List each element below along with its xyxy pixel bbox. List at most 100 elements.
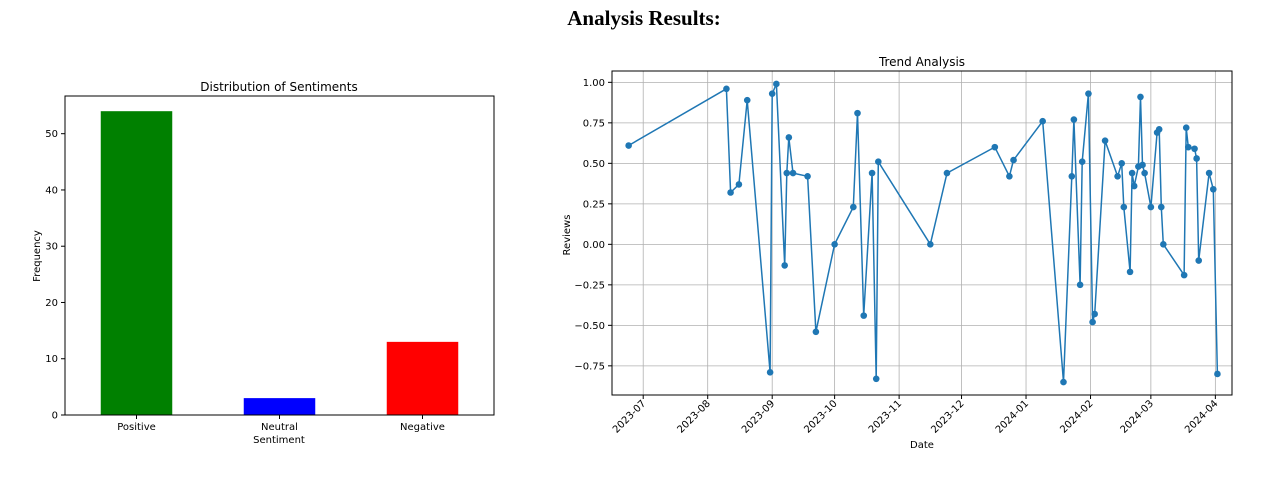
trend-point [927, 241, 934, 248]
line-x-tick-label: 2023-09 [740, 398, 777, 435]
bar-x-axis-ticks: Positive Neutral Negative [117, 415, 445, 433]
trend-series-line [628, 83, 1219, 383]
trend-point [1076, 281, 1084, 289]
bar-y-tick-label: 50 [45, 129, 58, 140]
line-x-tick-label: 2023-12 [929, 398, 966, 435]
line-y-tick-label: −0.25 [574, 280, 605, 291]
trend-point [727, 189, 734, 196]
trend-point [831, 241, 838, 248]
trend-point [1091, 310, 1098, 318]
trend-point [1195, 257, 1203, 264]
line-x-tick-label: 2023-10 [802, 398, 839, 435]
trend-point [1193, 155, 1200, 162]
trend-point [1101, 137, 1109, 144]
line-y-tick-label: 0.00 [583, 240, 605, 251]
trend-point [1157, 203, 1165, 211]
bar-neutral [243, 398, 316, 415]
trend-point [743, 96, 751, 104]
bar-y-tick-label: 20 [45, 298, 58, 309]
page-title: Analysis Results: [567, 6, 721, 30]
line-x-tick-label: 2024-04 [1183, 398, 1220, 435]
trend-point [785, 134, 793, 141]
bar-y-tick-label: 10 [45, 354, 58, 365]
trend-point [768, 90, 776, 97]
bar-series [100, 111, 459, 415]
trend-point [875, 158, 882, 166]
trend-point [789, 169, 797, 177]
trend-point [872, 375, 880, 383]
trend-point [1139, 161, 1146, 169]
trend-point [1137, 93, 1144, 101]
trend-point [1078, 158, 1086, 166]
trend-point [1089, 318, 1096, 326]
line-chart-title: Trend Analysis [878, 55, 965, 69]
bar-y-tick-label: 40 [45, 185, 58, 196]
line-x-tick-label: 2024-02 [1058, 398, 1095, 435]
trend-point [868, 169, 876, 177]
trend-point [735, 181, 743, 188]
trend-point [1006, 173, 1013, 180]
trend-point [1085, 90, 1092, 97]
bar-y-axis-ticks: 0 10 20 30 40 50 [45, 129, 65, 422]
trend-point [1182, 124, 1190, 131]
trend-point [860, 312, 868, 319]
trend-series-points [625, 80, 1221, 386]
trend-point [723, 85, 730, 93]
line-x-axis-ticks: 2023-07 2023-08 2023-09 2023-10 2023-11 2023-… [611, 395, 1220, 436]
trend-point [850, 203, 857, 211]
trend-point [1209, 185, 1217, 193]
line-x-axis-label: Date [910, 440, 934, 451]
bar-y-tick-label: 30 [45, 242, 58, 253]
line-y-tick-label: 0.25 [583, 199, 605, 210]
trend-point [1185, 143, 1192, 151]
line-x-tick-label: 2023-07 [611, 398, 648, 435]
trend-point [1118, 160, 1126, 167]
trend-point [1141, 169, 1148, 177]
trend-point [1010, 156, 1017, 164]
trend-point [766, 369, 774, 376]
trend-point [943, 169, 951, 177]
trend-point [783, 169, 791, 177]
trend-point [1147, 203, 1155, 211]
line-x-tick-label: 2024-03 [1119, 398, 1156, 435]
trend-point [1130, 182, 1138, 190]
bar-x-tick-label: Negative [400, 422, 445, 433]
trend-point [1068, 173, 1076, 180]
line-x-tick-label: 2024-01 [994, 398, 1031, 435]
bar-x-axis-label: Sentiment [253, 435, 305, 446]
bar-x-tick-label: Positive [117, 422, 156, 433]
bar-y-tick-label: 0 [52, 411, 58, 422]
trend-point [781, 262, 788, 269]
trend-point [1039, 117, 1046, 125]
line-y-tick-label: 1.00 [583, 78, 605, 89]
bar-y-axis-label: Frequency [32, 230, 43, 282]
trend-point [1155, 126, 1163, 133]
trend-point [1180, 271, 1188, 279]
trend-point [1070, 116, 1078, 123]
bar-chart-title: Distribution of Sentiments [200, 80, 357, 94]
trend-point [1205, 169, 1213, 177]
trend-point [1214, 370, 1221, 378]
trend-point [773, 80, 780, 88]
line-grid [612, 71, 1232, 395]
line-x-tick-label: 2023-08 [675, 398, 712, 435]
bar-positive [100, 111, 173, 415]
trend-point [1128, 169, 1136, 177]
trend-point [1191, 145, 1198, 153]
trend-point [1120, 203, 1128, 211]
line-y-axis-label: Reviews [562, 215, 573, 256]
line-y-axis-ticks: 1.00 0.75 0.50 0.25 0.00 −0.25 −0.50 −0.75 [574, 78, 612, 372]
bar-x-tick-label: Neutral [261, 422, 298, 433]
line-y-tick-label: −0.50 [574, 321, 605, 332]
trend-point [812, 328, 820, 336]
trend-point [804, 173, 811, 180]
bar-negative [386, 341, 459, 415]
line-plot-frame [611, 70, 1233, 396]
trend-point [854, 109, 861, 117]
line-x-tick-label: 2023-11 [867, 398, 904, 435]
line-y-tick-label: −0.75 [574, 361, 605, 372]
trend-point [1114, 173, 1121, 180]
line-y-tick-label: 0.50 [583, 159, 605, 170]
